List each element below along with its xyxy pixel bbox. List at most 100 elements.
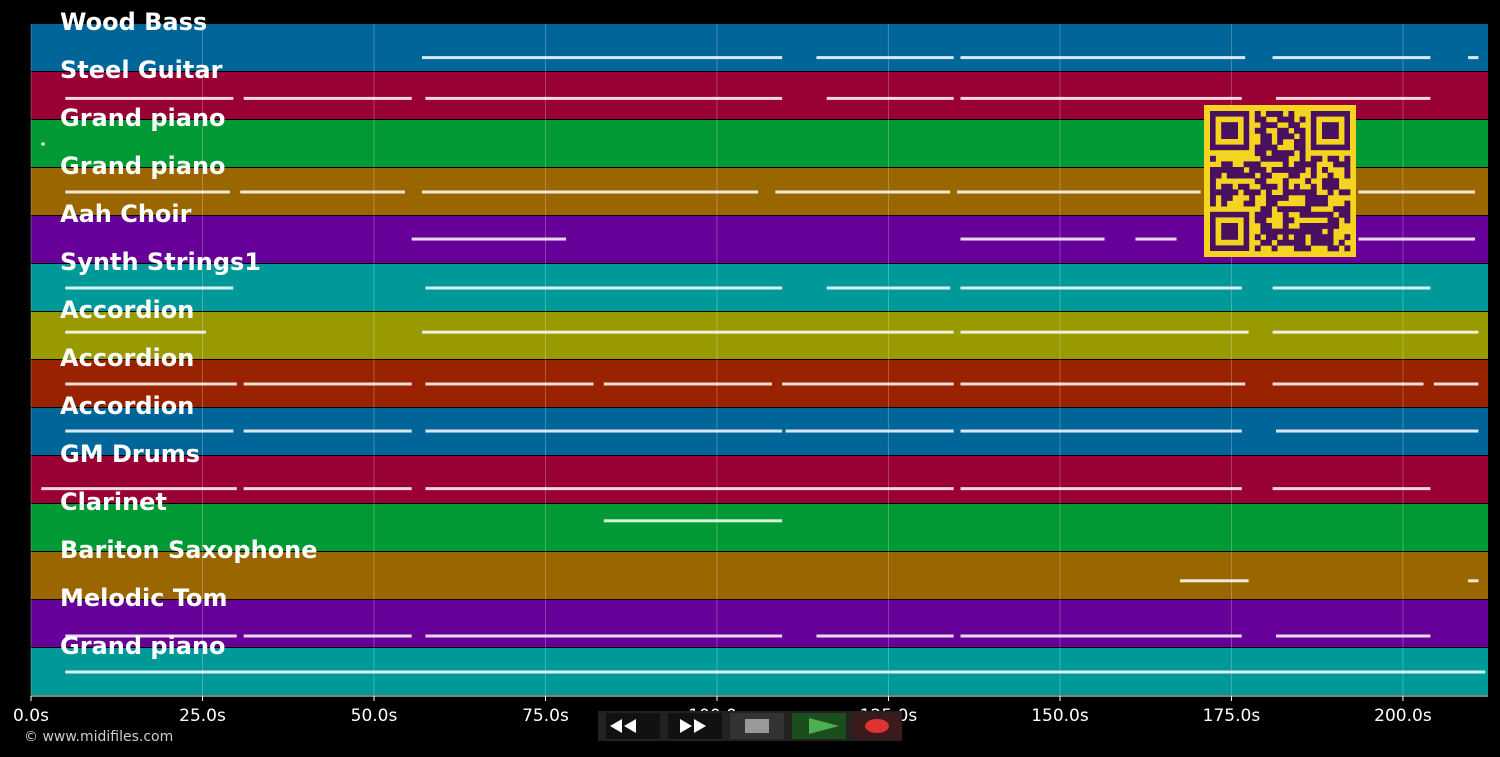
note-segment xyxy=(1468,579,1479,583)
note-segment xyxy=(960,487,1242,491)
qr-module xyxy=(1322,200,1328,207)
note-segment xyxy=(243,96,412,100)
qr-module xyxy=(1282,195,1289,201)
track-name: Melodic Tom xyxy=(60,584,228,612)
note-segment xyxy=(960,286,1242,290)
qr-module xyxy=(1299,206,1306,213)
x-tick-label: 150.0s xyxy=(1031,706,1089,726)
qr-module xyxy=(1322,167,1328,173)
note-segment xyxy=(41,142,45,146)
stop-button[interactable] xyxy=(730,713,784,739)
qr-module xyxy=(1249,200,1256,207)
play-icon xyxy=(809,718,839,734)
qr-module xyxy=(1260,211,1267,218)
qr-module xyxy=(1310,172,1317,179)
qr-module xyxy=(1344,155,1351,162)
qr-module xyxy=(1310,211,1317,218)
qr-module xyxy=(1294,139,1300,145)
qr-module xyxy=(1260,172,1267,179)
play-button[interactable] xyxy=(792,713,846,739)
qr-module xyxy=(1344,206,1351,213)
qr-module xyxy=(1299,223,1306,229)
qr-module xyxy=(1333,223,1340,229)
note-segment xyxy=(1433,382,1479,386)
track-name: Bariton Saxophone xyxy=(60,536,318,564)
qr-module xyxy=(1294,127,1300,134)
qr-module xyxy=(1310,228,1317,235)
note-segment xyxy=(243,382,412,386)
qr-module xyxy=(1282,127,1289,134)
qr-module xyxy=(1322,239,1328,246)
qr-module xyxy=(1316,211,1323,218)
qr-module xyxy=(1344,172,1351,179)
qr-module xyxy=(1271,122,1278,129)
qr-module xyxy=(1288,116,1295,123)
qr-module xyxy=(1299,239,1306,246)
qr-module xyxy=(1305,223,1312,229)
qr-module xyxy=(1254,211,1261,218)
qr-module xyxy=(1299,228,1306,235)
forward-button[interactable] xyxy=(668,713,722,739)
qr-module xyxy=(1266,239,1272,246)
qr-module xyxy=(1249,189,1256,196)
track-name: Accordion xyxy=(60,296,194,324)
qr-module xyxy=(1266,139,1272,145)
qr-module xyxy=(1254,127,1261,134)
qr-module xyxy=(1266,111,1272,117)
qr-module xyxy=(1316,195,1323,201)
qr-module xyxy=(1327,155,1334,162)
record-button[interactable] xyxy=(852,713,902,739)
qr-module xyxy=(1333,183,1340,190)
qr-module xyxy=(1344,161,1351,168)
qr-module xyxy=(1226,161,1233,168)
qr-module xyxy=(1294,245,1300,252)
qr-module xyxy=(1277,150,1284,157)
qr-module xyxy=(1226,189,1233,196)
qr-module xyxy=(1344,234,1351,241)
qr-module xyxy=(1210,172,1216,179)
track-row xyxy=(31,504,1488,551)
qr-module xyxy=(1221,183,1228,190)
qr-module xyxy=(1254,161,1261,168)
qr-module xyxy=(1322,178,1328,185)
qr-module xyxy=(1260,239,1267,246)
qr-module xyxy=(1266,172,1272,179)
qr-module xyxy=(1238,183,1244,190)
rewind-button[interactable] xyxy=(606,713,660,739)
qr-module xyxy=(1288,217,1295,224)
qr-module xyxy=(1254,111,1261,117)
track-row xyxy=(31,312,1488,359)
track-name: Wood Bass xyxy=(60,8,207,36)
qr-module xyxy=(1277,127,1284,134)
qr-finder xyxy=(1322,122,1339,139)
qr-module xyxy=(1310,223,1317,229)
qr-module xyxy=(1310,155,1317,162)
note-segment xyxy=(1135,237,1177,241)
qr-module xyxy=(1226,195,1233,201)
note-segment xyxy=(960,429,1242,433)
qr-module xyxy=(1294,172,1300,179)
qr-module xyxy=(1327,228,1334,235)
qr-module xyxy=(1282,189,1289,196)
note-segment xyxy=(1179,579,1249,583)
qr-module xyxy=(1277,133,1284,140)
note-segment xyxy=(1358,190,1475,194)
qr-module xyxy=(1282,234,1289,241)
copyright: © www.midifiles.com xyxy=(24,729,173,745)
x-tick-label: 0.0s xyxy=(13,706,49,726)
note-segment xyxy=(1276,634,1431,638)
track-row xyxy=(31,552,1488,599)
qr-module xyxy=(1243,200,1250,207)
qr-module xyxy=(1316,223,1323,229)
qr-module xyxy=(1327,172,1334,179)
qr-module xyxy=(1260,144,1267,151)
qr-module xyxy=(1288,133,1295,140)
x-tick-label: 75.0s xyxy=(522,706,569,726)
note-segment xyxy=(422,330,954,334)
qr-module xyxy=(1254,178,1261,185)
qr-module xyxy=(1232,172,1239,179)
qr-module xyxy=(1260,167,1267,173)
qr-module xyxy=(1282,167,1289,173)
qr-module xyxy=(1282,206,1289,213)
track-name: Aah Choir xyxy=(60,200,192,228)
